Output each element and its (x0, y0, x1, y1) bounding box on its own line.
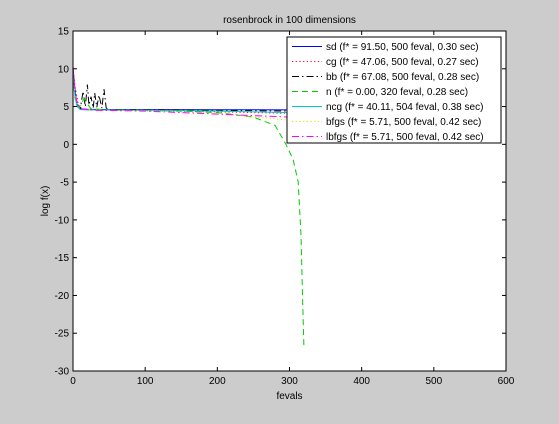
y-axis-label: log f(x) (40, 186, 51, 217)
y-tick-label: 0 (63, 140, 69, 151)
y-tick-label: -25 (55, 329, 70, 340)
x-tick-label: 300 (281, 376, 298, 387)
x-tick-label: 600 (498, 376, 515, 387)
legend-box (286, 36, 502, 144)
x-axis-label: fevals (276, 391, 302, 402)
x-tick-label: 500 (425, 376, 442, 387)
x-tick-label: 400 (353, 376, 370, 387)
y-tick-label: -30 (55, 367, 70, 378)
legend: sd (f* = 91.50, 500 feval, 0.30 sec) cg (… (286, 36, 502, 144)
chart-title: rosenbrock in 100 dimensions (223, 15, 356, 26)
y-tick-label: -15 (55, 253, 70, 264)
y-tick-label: 10 (58, 64, 70, 75)
legend-label-2: bb (f* = 67.08, 500 feval, 0.28 sec) (326, 72, 479, 83)
legend-label-5: bfgs (f* = 5.71, 500 feval, 0.42 sec) (326, 117, 481, 128)
y-tick-label: 15 (58, 27, 70, 38)
y-tick-label: -5 (60, 178, 69, 189)
x-axis: 0 100 200 300 400 500 600 (70, 31, 515, 387)
legend-label-6: lbfgs (f* = 5.71, 500 feval, 0.42 sec) (326, 132, 484, 143)
x-tick-label: 0 (70, 376, 76, 387)
series-line-6 (72, 67, 434, 127)
y-tick-label: 5 (63, 102, 69, 113)
legend-label-4: ncg (f* = 40.11, 504 feval, 0.38 sec) (326, 102, 483, 113)
y-tick-label: -10 (55, 215, 70, 226)
y-axis: 15 10 5 0 -5 -10 -15 -20 -25 -30 (55, 27, 506, 378)
y-tick-label: -20 (55, 291, 70, 302)
x-tick-label: 100 (137, 376, 154, 387)
legend-label-1: cg (f* = 47.06, 500 feval, 0.27 sec) (326, 57, 479, 68)
series-line-3 (72, 76, 305, 347)
legend-label-0: sd (f* = 91.50, 500 feval, 0.30 sec) (326, 42, 479, 53)
legend-label-3: n (f* = 0.00, 320 feval, 0.28 sec) (326, 87, 468, 98)
x-tick-label: 200 (209, 376, 226, 387)
